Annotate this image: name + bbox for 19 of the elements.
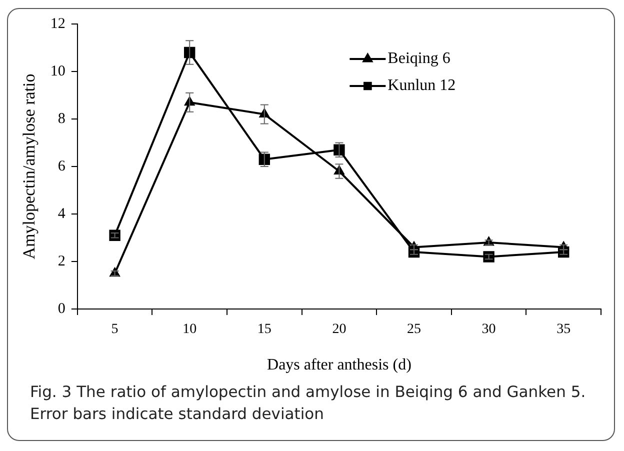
x-axis-title: Days after anthesis (d) [267, 356, 412, 374]
y-tick-label: 12 [50, 16, 66, 32]
x-tick-label: 30 [482, 322, 496, 338]
y-axis-title: Amylopectin/amylose ratio [20, 74, 39, 260]
x-tick-label: 5 [111, 322, 118, 338]
y-tick-label: 2 [58, 253, 66, 270]
x-tick-label: 35 [556, 322, 571, 338]
x-tick-label: 15 [257, 322, 272, 338]
y-tick-label: 4 [58, 206, 66, 222]
y-tick-label: 8 [58, 110, 66, 127]
y-tick-label: 0 [58, 300, 66, 317]
x-tick-label: 25 [407, 322, 421, 338]
x-tick-label: 10 [182, 322, 197, 338]
legend-label: Beiqing 6 [388, 50, 450, 68]
y-tick-label: 10 [50, 63, 66, 80]
caption: Fig. 3 The ratio of amylopectin and amylose in Beiqing 6 and Ganken 5. Error bars indicate standard deviation [30, 382, 587, 425]
y-tick-label: 6 [58, 158, 66, 174]
x-tick-label: 20 [332, 322, 346, 338]
legend-label: Kunlun 12 [388, 77, 456, 94]
